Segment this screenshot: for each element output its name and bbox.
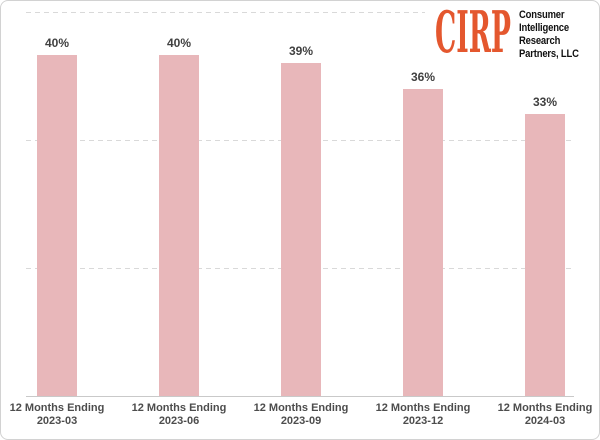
brand-logo: CIRP Consumer Intelligence Research Part… (425, 7, 595, 65)
bar-value-label: 39% (288, 44, 314, 58)
bar-category-label: 12 Months Ending 2024-03 (497, 402, 593, 427)
bar-category-label: 12 Months Ending 2023-06 (131, 402, 227, 427)
bar-value-label: 40% (166, 36, 192, 50)
bar-category-label: 12 Months Ending 2023-12 (375, 402, 471, 427)
cirp-wordmark-icon: CIRP (435, 9, 511, 57)
company-name-line: Intelligence (519, 22, 569, 34)
company-name-line: Research (519, 35, 561, 47)
gridline (26, 12, 574, 13)
bar-category-label: 12 Months Ending 2023-03 (9, 402, 105, 427)
bar-value-label: 36% (410, 70, 436, 84)
x-axis-line (26, 396, 574, 397)
company-name: Consumer Intelligence Research Partners,… (519, 9, 583, 61)
bar (403, 89, 443, 396)
bar-value-label: 40% (44, 36, 70, 50)
company-name-line: Consumer (519, 9, 565, 21)
bar (525, 114, 565, 396)
bar (281, 63, 321, 396)
company-name-line: Partners, LLC (519, 48, 579, 60)
bar-value-label: 33% (532, 95, 558, 109)
cirp-wordmark-text: CIRP (435, 9, 511, 57)
bar-category-label: 12 Months Ending 2023-09 (253, 402, 349, 427)
bar (37, 55, 77, 396)
bar (159, 55, 199, 396)
